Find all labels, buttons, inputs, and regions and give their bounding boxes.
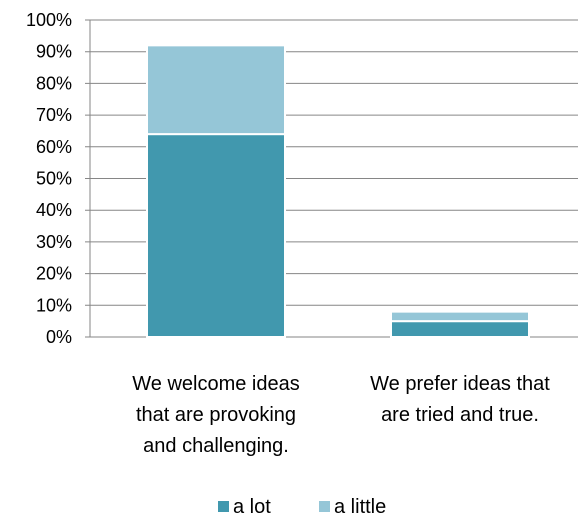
y-tick-label: 0%	[46, 327, 72, 347]
bar-segment-a-lot-1	[146, 133, 286, 338]
x-category-label-line: are tried and true.	[381, 404, 539, 426]
y-tick-label: 10%	[36, 295, 72, 315]
bars	[146, 44, 530, 338]
y-tick-label: 80%	[36, 73, 72, 93]
legend: a lot a little	[218, 496, 386, 518]
legend-swatch	[218, 501, 229, 512]
y-tick-label: 40%	[36, 200, 72, 220]
legend-label: a little	[334, 496, 386, 518]
y-tick-label: 70%	[36, 105, 72, 125]
bar-segment-a-lot-2	[390, 320, 530, 338]
legend-label: a lot	[233, 496, 271, 518]
x-category-label-line: We prefer ideas that	[370, 373, 550, 395]
bar-segment-a-little-2	[390, 310, 530, 323]
x-category-label: We welcome ideas that are provoking and ch…	[132, 373, 299, 457]
y-tick-label: 90%	[36, 42, 72, 62]
y-tick-label: 30%	[36, 232, 72, 252]
x-category-label-line: We welcome ideas	[132, 373, 299, 395]
y-tick-label: 100%	[26, 10, 72, 30]
x-category-label-line: and challenging.	[143, 435, 289, 457]
legend-swatch	[319, 501, 330, 512]
x-category-label: We prefer ideas that are tried and true.	[370, 373, 550, 426]
y-tick-label: 50%	[36, 169, 72, 189]
y-axis: 0% 10% 20% 30% 40% 50% 60% 70% 80% 90% 100%	[26, 10, 91, 347]
y-tick-label: 60%	[36, 137, 72, 157]
x-category-label-line: that are provoking	[136, 404, 296, 426]
x-axis: We welcome ideas that are provoking and ch…	[132, 373, 550, 457]
bar-segment-a-little-1	[146, 44, 286, 136]
y-tick-label: 20%	[36, 264, 72, 284]
